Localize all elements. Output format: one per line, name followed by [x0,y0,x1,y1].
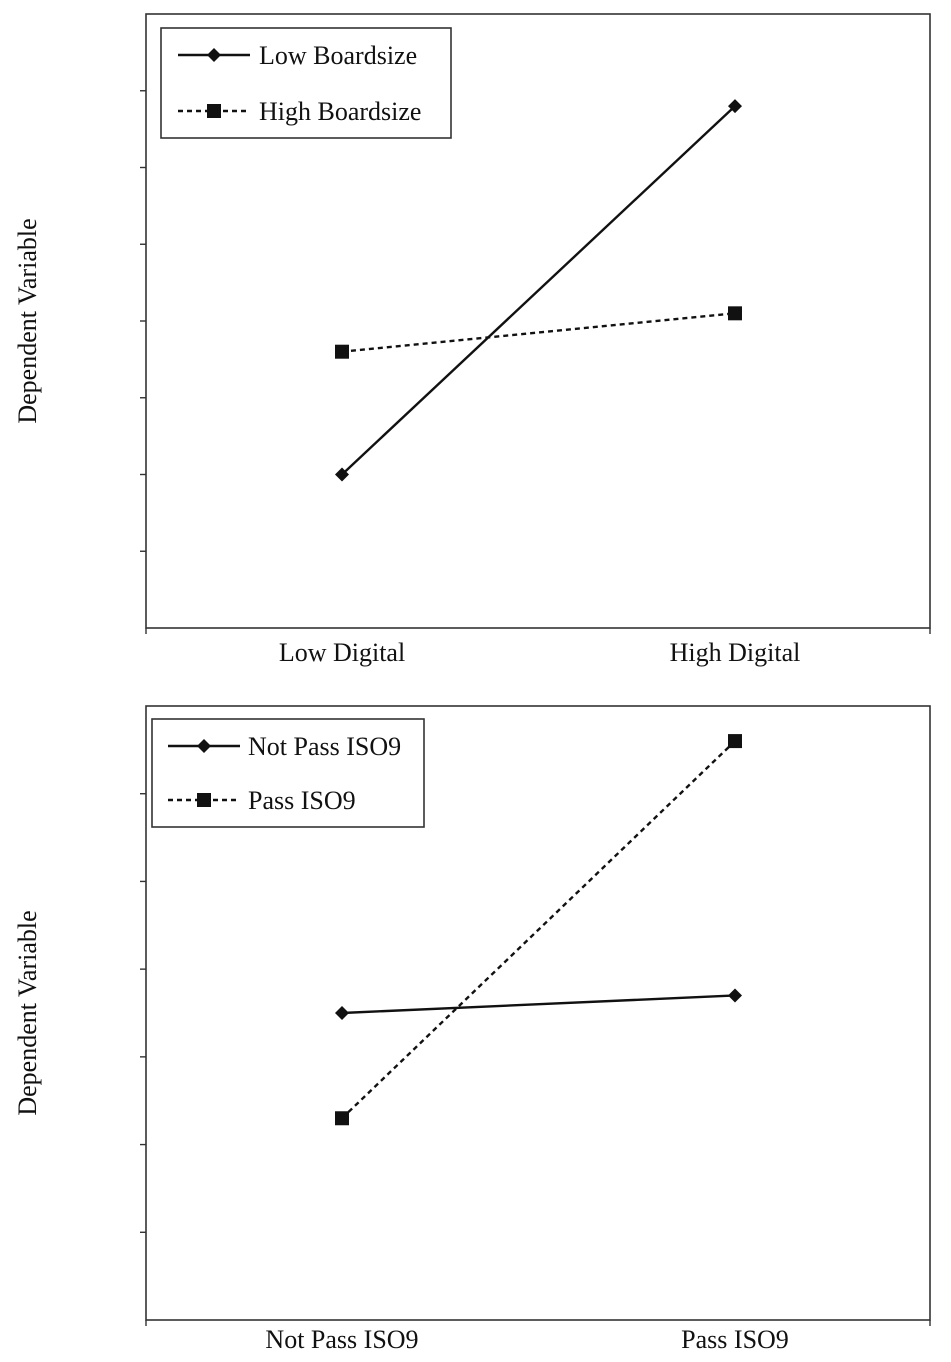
legend: Low Boardsize High Boardsize [160,27,452,139]
plot-frame [145,705,931,1321]
series-line-2 [341,740,736,1120]
series-line-1 [341,994,736,1015]
y-axis-label: Dependent Variable [13,910,42,1115]
legend-label: High Boardsize [259,97,421,126]
data-point-1 [728,988,742,1003]
data-point-1 [335,1006,349,1020]
data-point-2 [728,734,742,749]
data-point-2 [728,306,742,321]
data-point-1 [728,99,742,114]
x-tick-label: High Digital [670,638,801,667]
series-line-1 [341,105,736,476]
y-axis-label: Dependent Variable [13,218,42,423]
legend-marker [197,793,211,807]
x-tick-label: Pass ISO9 [681,1325,789,1354]
legend-label: Low Boardsize [259,41,417,70]
data-point-2 [335,344,349,359]
chart-1: Low Digital High Digital Dependent Variabl… [13,13,931,667]
legend-marker [207,104,221,118]
chart-2: Not Pass ISO9 Pass ISO9 Dependent Variable… [13,705,931,1354]
legend-box [151,718,425,828]
legend-marker [207,48,221,62]
legend-marker [197,739,211,753]
legend-label: Not Pass ISO9 [248,732,401,761]
series-line-2 [341,312,736,353]
legend: Not Pass ISO9 Pass ISO9 [151,718,425,828]
x-tick-label: Low Digital [279,638,405,667]
x-tick-label: Not Pass ISO9 [265,1325,418,1354]
legend-box [160,27,452,139]
legend-label: Pass ISO9 [248,786,356,815]
data-point-1 [335,467,349,482]
data-point-2 [335,1111,349,1126]
